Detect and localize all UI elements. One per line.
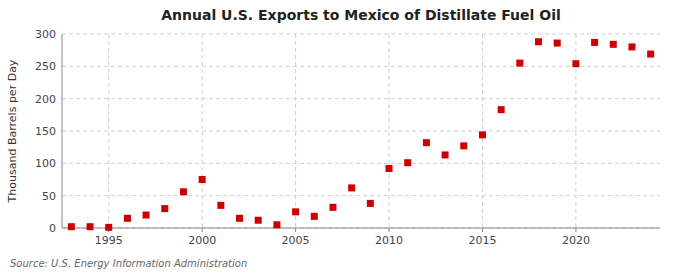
y-grid-line xyxy=(62,195,660,196)
point xyxy=(535,38,542,45)
grid xyxy=(62,34,660,228)
y-tick-label: 300 xyxy=(35,28,56,41)
title: Annual U.S. Exports to Mexico of Distill… xyxy=(161,7,561,23)
x-tick xyxy=(202,228,203,232)
point xyxy=(199,176,206,183)
point xyxy=(273,221,280,228)
point xyxy=(367,200,374,207)
x-tick-label: 2015 xyxy=(468,234,496,247)
x-tick xyxy=(482,228,483,232)
chart-container: 0 50 100 150 200 250 300 1995 2000 2005 2010 2015 20… xyxy=(0,0,675,275)
point xyxy=(442,151,449,158)
y-tick-label: 100 xyxy=(35,157,56,170)
x-grid-line xyxy=(295,34,296,228)
x-axis-line xyxy=(62,228,660,229)
point xyxy=(236,215,243,222)
y-grid-line xyxy=(62,98,660,99)
chart-svg: 0 50 100 150 200 250 300 1995 2000 2005 2010 2015 20… xyxy=(0,0,675,275)
point xyxy=(498,106,505,113)
y-tick-label: 200 xyxy=(35,93,56,106)
y-grid-line xyxy=(62,228,660,229)
point xyxy=(329,204,336,211)
points xyxy=(68,38,654,231)
y-tick-label: 150 xyxy=(35,125,56,138)
point xyxy=(87,223,94,230)
point xyxy=(610,41,617,48)
y-axis-line xyxy=(62,34,63,228)
point xyxy=(161,205,168,212)
x-grid-line xyxy=(202,34,203,228)
point xyxy=(143,212,150,219)
x-grid-line xyxy=(482,34,483,228)
y-tick-label: 0 xyxy=(49,222,56,235)
point xyxy=(348,184,355,191)
point xyxy=(386,165,393,172)
point xyxy=(292,208,299,215)
point xyxy=(516,60,523,67)
y-grid-line xyxy=(62,66,660,67)
point xyxy=(628,43,635,50)
x-tick-label: 2000 xyxy=(188,234,216,247)
point xyxy=(647,51,654,58)
source-note: Source: U.S. Energy Information Administ… xyxy=(10,258,247,269)
point xyxy=(404,159,411,166)
x-tick xyxy=(575,228,576,232)
x-tick-label: 1995 xyxy=(95,234,123,247)
point xyxy=(591,39,598,46)
point xyxy=(479,131,486,138)
x-tick-label: 2020 xyxy=(562,234,590,247)
x-tick xyxy=(389,228,390,232)
point xyxy=(217,202,224,209)
point xyxy=(124,215,131,222)
point xyxy=(68,223,75,230)
point xyxy=(180,188,187,195)
y-tick-label: 50 xyxy=(42,190,56,203)
axes: 0 50 100 150 200 250 300 1995 2000 2005 2010 2015 20… xyxy=(35,28,660,247)
point xyxy=(572,60,579,67)
x-tick xyxy=(295,228,296,232)
point xyxy=(554,40,561,47)
x-tick-label: 2005 xyxy=(282,234,310,247)
point xyxy=(311,213,318,220)
y-grid-line xyxy=(62,163,660,164)
x-grid-line xyxy=(108,34,109,228)
y-tick-label: 250 xyxy=(35,60,56,73)
point xyxy=(105,224,112,231)
x-tick-label: 2010 xyxy=(375,234,403,247)
point xyxy=(423,139,430,146)
x-grid-line xyxy=(389,34,390,228)
y-axis-label: Thousand Barrels per Day xyxy=(6,59,19,203)
point xyxy=(255,217,262,224)
y-grid-line xyxy=(62,131,660,132)
y-grid-line xyxy=(62,34,660,35)
point xyxy=(460,142,467,149)
